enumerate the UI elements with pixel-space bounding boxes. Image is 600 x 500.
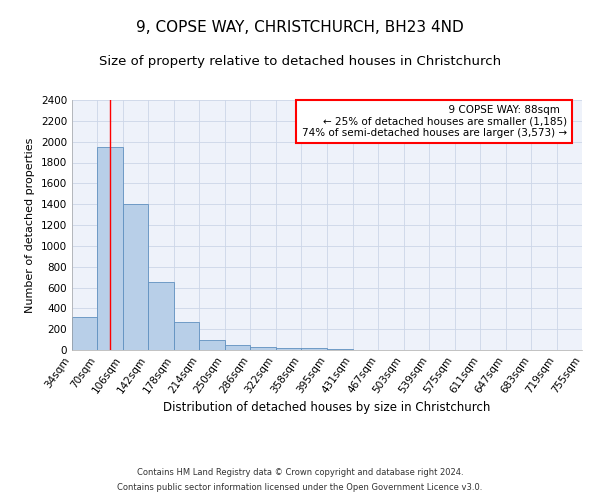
Bar (301, 348, 328, 350)
Bar (148, 282, 174, 350)
Bar (250, 347, 276, 350)
Text: Contains HM Land Registry data © Crown copyright and database right 2024.: Contains HM Land Registry data © Crown c… (137, 468, 463, 477)
Bar (199, 340, 225, 350)
Bar (123, 204, 148, 350)
Text: 9, COPSE WAY, CHRISTCHURCH, BH23 4ND: 9, COPSE WAY, CHRISTCHURCH, BH23 4ND (136, 20, 464, 35)
Bar (276, 348, 301, 350)
Text: Size of property relative to detached houses in Christchurch: Size of property relative to detached ho… (99, 55, 501, 68)
Bar (225, 346, 250, 350)
Text: 9 COPSE WAY: 88sqm  
← 25% of detached houses are smaller (1,185)
74% of semi-de: 9 COPSE WAY: 88sqm ← 25% of detached hou… (302, 105, 567, 138)
Bar (174, 322, 199, 350)
Text: Contains public sector information licensed under the Open Government Licence v3: Contains public sector information licen… (118, 483, 482, 492)
X-axis label: Distribution of detached houses by size in Christchurch: Distribution of detached houses by size … (163, 400, 491, 413)
Bar (72, 316, 97, 350)
Y-axis label: Number of detached properties: Number of detached properties (25, 138, 35, 312)
Bar (97, 147, 123, 350)
